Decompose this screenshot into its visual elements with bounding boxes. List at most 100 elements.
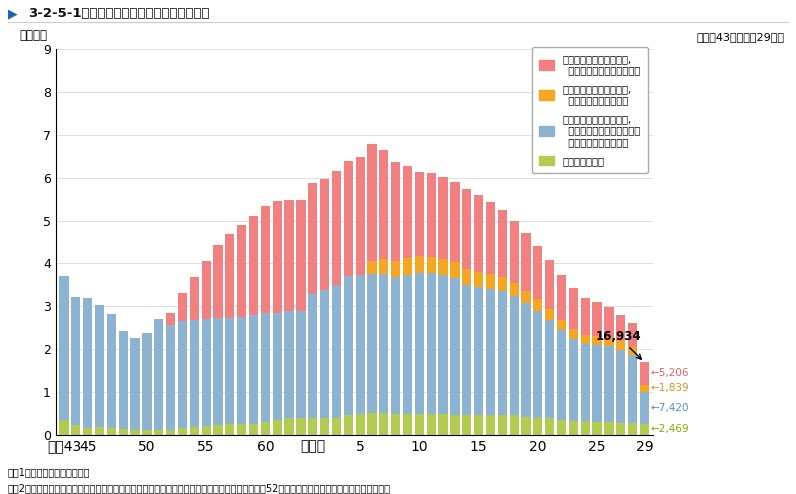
Bar (131, 338, 140, 430)
Bar (189, 277, 199, 320)
Bar (486, 289, 495, 415)
Bar (439, 414, 447, 435)
Bar (166, 430, 175, 435)
Bar (272, 202, 282, 313)
Bar (545, 320, 554, 418)
Bar (604, 307, 614, 337)
Bar (474, 272, 483, 287)
Bar (368, 274, 377, 413)
Text: 16,934: 16,934 (595, 330, 642, 359)
Text: 注　1　保護統計年報による。: 注 1 保護統計年報による。 (8, 467, 91, 477)
Text: ←7,420: ←7,420 (651, 403, 689, 413)
Bar (640, 424, 649, 435)
Bar (580, 344, 590, 421)
Bar (498, 415, 507, 435)
Bar (486, 415, 495, 435)
Bar (486, 202, 495, 274)
Bar (580, 421, 590, 435)
Bar (568, 288, 578, 329)
Bar (415, 172, 424, 256)
Legend: 保護観察処分少年のうち,
  交通短期保護観察の対象者, 保護観察処分少年のうち,
  短期保護観察の対象者, 保護観察処分少年のうち,
  短期及び交通短期保: 保護観察処分少年のうち, 交通短期保護観察の対象者, 保護観察処分少年のうち, … (533, 47, 648, 173)
Bar (261, 206, 270, 313)
Bar (462, 269, 471, 285)
Bar (498, 277, 507, 291)
Bar (391, 163, 400, 261)
Bar (628, 355, 638, 423)
Bar (533, 299, 542, 311)
Text: 2　「交通短期保護観察」及び「短期保護観察」については，それぞれ制度が開始された昭和52年，平成６年以降の数値を計上している。: 2 「交通短期保護観察」及び「短期保護観察」については，それぞれ制度が開始された… (8, 483, 391, 493)
Bar (521, 291, 531, 303)
Bar (427, 414, 436, 435)
Bar (568, 339, 578, 420)
Bar (189, 320, 199, 427)
Text: （万人）: （万人） (20, 29, 48, 41)
Bar (427, 173, 436, 256)
Bar (131, 430, 140, 435)
Bar (356, 414, 365, 435)
Bar (462, 285, 471, 415)
Bar (557, 320, 566, 330)
Bar (189, 427, 199, 435)
Bar (119, 331, 128, 429)
Bar (344, 415, 353, 435)
Bar (154, 319, 163, 430)
Bar (568, 420, 578, 435)
Bar (533, 246, 542, 299)
Bar (415, 256, 424, 273)
Bar (557, 420, 566, 435)
Bar (107, 314, 116, 428)
Bar (225, 424, 235, 435)
Bar (83, 428, 92, 435)
Bar (451, 182, 459, 262)
Bar (166, 325, 175, 430)
Bar (439, 259, 447, 275)
Bar (628, 346, 638, 355)
Bar (60, 276, 68, 420)
Bar (403, 275, 412, 414)
Text: ←2,469: ←2,469 (651, 424, 689, 434)
Bar (604, 422, 614, 435)
Bar (213, 318, 223, 425)
Bar (261, 313, 270, 422)
Bar (308, 183, 318, 294)
Bar (604, 346, 614, 422)
Bar (71, 425, 80, 435)
Bar (403, 166, 412, 258)
Bar (83, 298, 92, 428)
Bar (201, 319, 211, 426)
Bar (427, 256, 436, 273)
Bar (344, 161, 353, 276)
Bar (178, 428, 187, 435)
Bar (451, 279, 459, 415)
Bar (628, 423, 638, 435)
Bar (107, 428, 116, 435)
Bar (533, 311, 542, 417)
Bar (486, 274, 495, 289)
Bar (391, 261, 400, 277)
Bar (272, 313, 282, 420)
Bar (320, 418, 330, 435)
Bar (166, 313, 175, 325)
Bar (592, 336, 602, 345)
Bar (415, 273, 424, 414)
Bar (545, 418, 554, 435)
Bar (616, 350, 626, 423)
Bar (344, 276, 353, 415)
Bar (391, 277, 400, 414)
Bar (592, 345, 602, 422)
Bar (557, 275, 566, 320)
Bar (284, 200, 294, 311)
Bar (237, 318, 246, 424)
Bar (284, 418, 294, 435)
Bar (640, 392, 649, 424)
Bar (616, 341, 626, 350)
Bar (249, 216, 258, 315)
Bar (368, 144, 377, 261)
Bar (521, 417, 531, 435)
Bar (592, 302, 602, 336)
Bar (249, 424, 258, 435)
Bar (356, 275, 365, 414)
Text: ←5,206: ←5,206 (651, 369, 689, 378)
Bar (427, 273, 436, 414)
Bar (439, 177, 447, 259)
